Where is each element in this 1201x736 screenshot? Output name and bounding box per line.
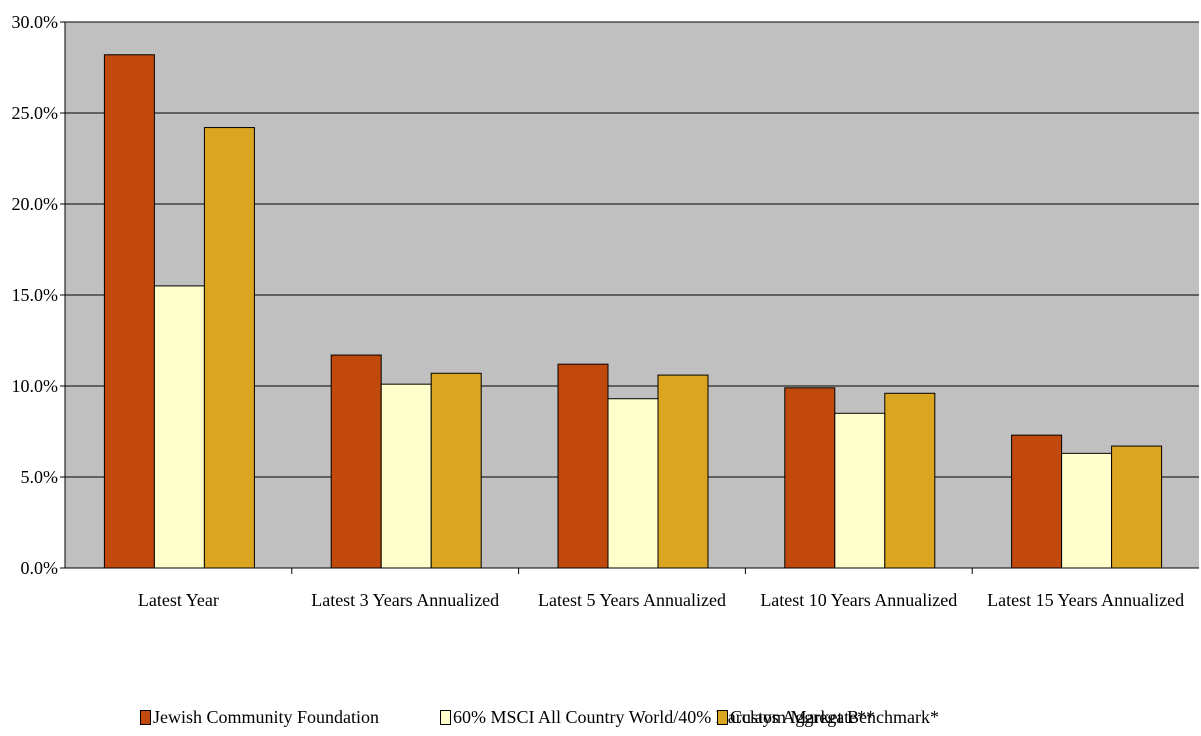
y-tick-label: 20.0% bbox=[12, 194, 59, 214]
bar bbox=[607, 398, 659, 569]
y-tick-labels: 0.0% 5.0% 10.0% 15.0% 20.0% 25.0% 30.0% bbox=[12, 12, 59, 578]
legend-swatch bbox=[717, 710, 728, 725]
legend-item: Custom Market Benchmark* bbox=[717, 707, 939, 728]
y-tick-label: 30.0% bbox=[12, 12, 59, 32]
x-tick-label: Latest Year bbox=[138, 590, 219, 610]
x-tick-labels: Latest Year Latest 3 Years Annualized Late… bbox=[138, 590, 1184, 610]
bar bbox=[380, 383, 432, 569]
bar bbox=[784, 387, 836, 569]
bar bbox=[834, 412, 886, 569]
y-tick-label: 25.0% bbox=[12, 103, 59, 123]
legend-swatch bbox=[140, 710, 151, 725]
bar bbox=[657, 374, 709, 569]
legend-label: Custom Market Benchmark* bbox=[730, 707, 939, 727]
bar bbox=[203, 127, 255, 569]
legend-item: Jewish Community Foundation bbox=[140, 707, 379, 728]
y-tick-label: 15.0% bbox=[12, 285, 59, 305]
legend-swatch bbox=[440, 710, 451, 725]
bar bbox=[1011, 434, 1063, 569]
y-tick-label: 10.0% bbox=[12, 376, 59, 396]
x-tick-label: Latest 3 Years Annualized bbox=[311, 590, 499, 610]
bar bbox=[330, 354, 382, 569]
bar bbox=[1111, 445, 1163, 569]
y-tick-label: 5.0% bbox=[21, 467, 59, 487]
bar bbox=[103, 54, 155, 569]
legend-item: 60% MSCI All Country World/40% Barclays … bbox=[440, 707, 875, 728]
x-tick-label: Latest 15 Years Annualized bbox=[987, 590, 1184, 610]
bar bbox=[153, 285, 205, 569]
bars bbox=[103, 54, 1163, 569]
legend: Jewish Community Foundation 60% MSCI All … bbox=[0, 707, 1201, 733]
legend-label: 60% MSCI All Country World/40% Barclays … bbox=[453, 707, 876, 727]
y-tick-label: 0.0% bbox=[21, 558, 59, 578]
x-tick-label: Latest 5 Years Annualized bbox=[538, 590, 726, 610]
legend-label: Jewish Community Foundation bbox=[153, 707, 380, 727]
axes bbox=[60, 21, 1199, 574]
bar bbox=[430, 372, 482, 569]
x-tick-label: Latest 10 Years Annualized bbox=[760, 590, 957, 610]
bar bbox=[1061, 452, 1113, 569]
bar bbox=[557, 363, 609, 569]
bar bbox=[884, 392, 936, 569]
